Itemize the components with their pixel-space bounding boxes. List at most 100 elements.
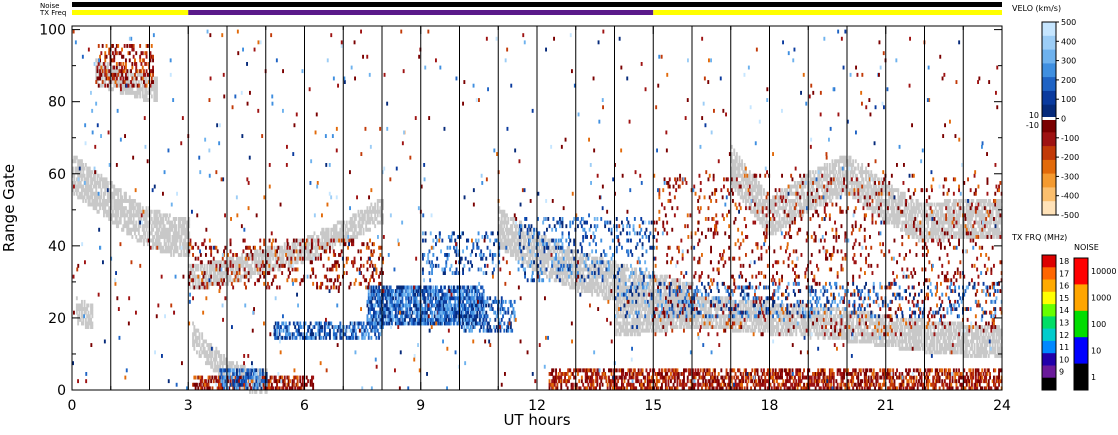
ground-scatter-cell xyxy=(640,328,643,333)
ground-scatter-cell xyxy=(237,368,240,373)
ground-scatter-cell xyxy=(345,220,348,225)
ground-scatter-cell xyxy=(87,170,90,175)
ground-scatter-cell xyxy=(844,321,847,326)
ground-scatter-cell xyxy=(308,249,311,254)
ground-scatter-cell xyxy=(230,263,233,268)
ground-scatter-cell xyxy=(207,361,210,366)
ground-scatter-cell xyxy=(950,325,953,329)
ground-scatter-cell xyxy=(876,335,879,340)
ground-scatter-cell xyxy=(150,83,153,88)
ground-scatter-cell xyxy=(176,235,179,239)
ground-scatter-cell xyxy=(196,285,198,290)
ground-scatter-cell xyxy=(702,307,705,311)
ground-scatter-cell xyxy=(610,281,613,286)
ground-scatter-cell xyxy=(321,242,324,247)
ground-scatter-cell xyxy=(796,314,799,319)
ground-scatter-cell xyxy=(211,350,214,355)
ground-scatter-cell xyxy=(115,213,118,218)
ground-scatter-cell xyxy=(106,181,109,185)
ground-scatter-cell xyxy=(791,310,794,315)
ground-scatter-cell xyxy=(622,289,625,293)
ground-scatter-cell xyxy=(635,303,638,308)
ground-scatter-cell xyxy=(128,202,131,207)
txfreq-segment-0 xyxy=(72,10,189,15)
ground-scatter-cell xyxy=(188,235,191,239)
ground-scatter-cell xyxy=(615,317,618,322)
ground-scatter-cell xyxy=(166,220,169,225)
ground-scatter-cell xyxy=(897,317,900,322)
ground-scatter-cell xyxy=(704,325,707,329)
ground-scatter-cell xyxy=(349,227,352,232)
ground-scatter-cell xyxy=(163,249,166,254)
ground-scatter-cell xyxy=(830,307,833,311)
ground-scatter-cell xyxy=(590,285,592,290)
ground-scatter-cell xyxy=(648,314,650,319)
ground-scatter-cell xyxy=(769,328,772,333)
ground-scatter-cell xyxy=(189,274,192,279)
ground-scatter-cell xyxy=(382,213,384,218)
ground-scatter-cell xyxy=(127,199,130,203)
ground-scatter-cell xyxy=(637,307,640,311)
ground-scatter-cell xyxy=(206,357,209,362)
ground-scatter-cell xyxy=(763,307,765,311)
ground-scatter-cell xyxy=(540,253,543,257)
ground-scatter-cell xyxy=(352,220,355,225)
ground-scatter-cell xyxy=(571,281,574,286)
ground-scatter-cell xyxy=(354,213,357,218)
ground-scatter-cell xyxy=(924,328,927,333)
ground-scatter-cell xyxy=(743,303,746,308)
ground-scatter-cell xyxy=(673,292,676,297)
ground-scatter-cell xyxy=(943,350,946,355)
ground-scatter-cell xyxy=(150,245,153,250)
ground-scatter-cell xyxy=(871,317,874,322)
ground-scatter-cell xyxy=(657,299,659,304)
ground-scatter-cell xyxy=(159,249,162,254)
ground-scatter-cell xyxy=(212,368,215,373)
ground-scatter-cell xyxy=(653,299,656,304)
ground-scatter-cell xyxy=(547,263,550,268)
ground-scatter-cell xyxy=(858,314,861,319)
ground-scatter-cell xyxy=(683,307,685,311)
ground-scatter-cell xyxy=(637,328,640,333)
ground-scatter-cell xyxy=(653,292,656,297)
ground-scatter-cell xyxy=(627,310,630,315)
ground-scatter-cell xyxy=(170,242,173,247)
ground-scatter-cell xyxy=(360,224,362,229)
ground-scatter-cell xyxy=(624,296,627,301)
ground-scatter-cell xyxy=(194,332,197,337)
ground-scatter-cell xyxy=(188,224,191,229)
ground-scatter-cell xyxy=(911,325,914,329)
ground-scatter-cell xyxy=(570,285,573,290)
ground-scatter-cell xyxy=(114,76,117,81)
ground-scatter-cell xyxy=(821,314,824,319)
ground-scatter-cell xyxy=(291,242,294,247)
ground-scatter-cell xyxy=(125,220,127,225)
ground-scatter-cell xyxy=(906,321,909,326)
ground-scatter-cell xyxy=(675,321,678,326)
ground-scatter-cell xyxy=(327,238,330,243)
ground-scatter-cell xyxy=(772,307,774,311)
ground-scatter-cell xyxy=(663,325,666,329)
ground-scatter-cell xyxy=(707,317,710,322)
ground-scatter-cell xyxy=(600,267,603,272)
ground-scatter-cell xyxy=(586,281,588,286)
ground-scatter-cell xyxy=(733,317,736,322)
ground-scatter-cell xyxy=(78,195,81,200)
ground-scatter-cell xyxy=(626,267,628,272)
ground-scatter-cell xyxy=(791,325,794,329)
ground-scatter-cell xyxy=(688,310,690,315)
ground-scatter-cell xyxy=(353,220,356,225)
ground-scatter-cell xyxy=(781,317,783,322)
ground-scatter-cell xyxy=(74,159,77,164)
ground-scatter-cell xyxy=(608,271,610,275)
ground-scatter-cell xyxy=(156,217,158,221)
ground-scatter-cell xyxy=(942,350,945,355)
ground-scatter-cell xyxy=(263,249,266,254)
ground-scatter-cell xyxy=(755,321,758,326)
ground-scatter-cell xyxy=(268,267,271,272)
ground-scatter-cell xyxy=(822,328,825,333)
ground-scatter-cell xyxy=(662,317,665,322)
ground-scatter-cell xyxy=(172,224,175,229)
ground-scatter-cell xyxy=(564,274,566,279)
ground-scatter-cell xyxy=(875,328,878,333)
